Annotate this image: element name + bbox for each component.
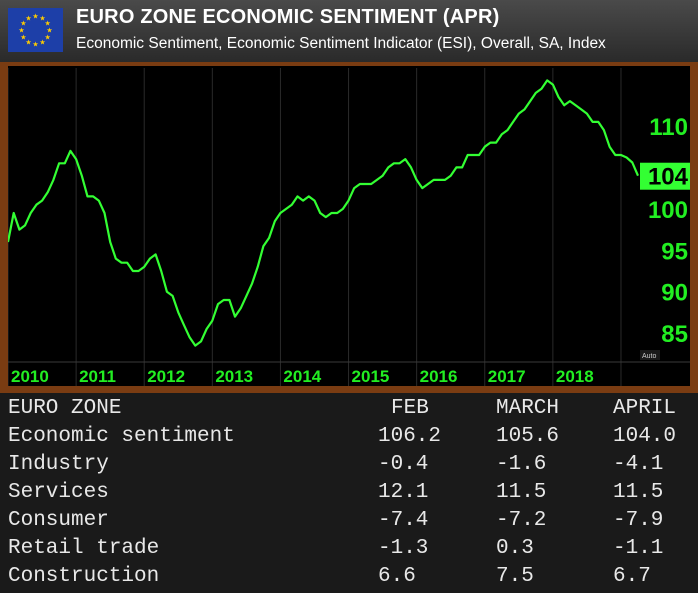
row-value-april: -4.1 (613, 453, 664, 476)
x-tick-label: 2018 (556, 367, 594, 386)
x-tick-label: 2016 (420, 367, 458, 386)
table-row: Industry -0.4 -1.6 -4.1 (0, 451, 698, 479)
last-value-badge (640, 162, 690, 190)
auto-scale-box[interactable] (640, 350, 660, 360)
row-label: Consumer (8, 509, 109, 532)
flag-star-icon: ★ (20, 20, 26, 28)
table-header-march: MARCH (496, 397, 560, 420)
y-tick-label: 100 (648, 197, 688, 224)
y-tick-label: 95 (661, 238, 688, 265)
x-tick-label: 2011 (79, 367, 116, 386)
row-value-march: 0.3 (496, 537, 534, 560)
last-value-label: 104 (648, 164, 689, 191)
y-tick-label: 110 (649, 114, 688, 141)
flag-star-icon: ★ (25, 39, 31, 47)
flag-star-icon: ★ (44, 20, 50, 28)
row-value-feb: -0.4 (378, 453, 429, 476)
x-tick-label: 2013 (215, 367, 253, 386)
x-tick-label: 2015 (352, 367, 390, 386)
flag-star-icon: ★ (39, 14, 45, 22)
chart-panel: 2010 2011 2012 2013 2014 2015 2016 2017 2018 85 90… (6, 66, 690, 386)
row-value-feb: 6.6 (378, 565, 416, 588)
table-row: Retail trade -1.3 0.3 -1.1 (0, 535, 698, 563)
data-table: EURO ZONE FEB MARCH APRIL Economic senti… (0, 393, 698, 593)
flag-star-icon: ★ (32, 41, 38, 49)
row-value-march: -1.6 (496, 453, 547, 476)
table-row: Services 12.1 11.5 11.5 (0, 479, 698, 507)
chart-title: EURO ZONE ECONOMIC SENTIMENT (APR) (76, 6, 500, 28)
table-header-region: EURO ZONE (8, 397, 122, 420)
row-label: Economic sentiment (8, 425, 235, 448)
row-value-feb: -1.3 (378, 537, 429, 560)
flag-star-icon: ★ (46, 27, 52, 35)
table-header-feb: FEB (391, 397, 429, 420)
row-value-april: -1.1 (613, 537, 664, 560)
table-header-row: EURO ZONE FEB MARCH APRIL (0, 395, 698, 423)
row-value-march: 105.6 (496, 425, 560, 448)
series-line (6, 79, 640, 347)
chart-subtitle: Economic Sentiment, Economic Sentiment I… (76, 35, 606, 52)
flag-star-icon: ★ (18, 27, 24, 35)
row-label: Retail trade (8, 537, 160, 560)
row-label: Industry (8, 453, 109, 476)
x-tick-label: 2017 (488, 367, 526, 386)
y-tick-label: 85 (661, 321, 688, 348)
row-value-march: 7.5 (496, 565, 534, 588)
line-chart: 2010 2011 2012 2013 2014 2015 2016 2017 2018 85 90… (6, 68, 690, 386)
row-value-feb: -7.4 (378, 509, 429, 532)
x-tick-label: 2014 (283, 367, 321, 386)
row-value-april: 11.5 (613, 481, 664, 504)
table-header-april: APRIL (613, 397, 677, 420)
row-value-april: -7.9 (613, 509, 664, 532)
row-value-march: 11.5 (496, 481, 547, 504)
row-value-feb: 12.1 (378, 481, 429, 504)
flag-star-icon: ★ (39, 39, 45, 47)
flag-star-icon: ★ (25, 14, 31, 22)
chart-header: ★ ★ ★ ★ ★ ★ ★ ★ ★ ★ ★ ★ EURO ZONE ECONOMIC SENTIMEN… (0, 0, 698, 62)
flag-star-icon: ★ (32, 13, 38, 21)
table-row: Construction 6.6 7.5 6.7 (0, 563, 698, 591)
table-row: Economic sentiment 106.2 105.6 104.0 (0, 423, 698, 451)
row-value-april: 104.0 (613, 425, 677, 448)
row-value-march: -7.2 (496, 509, 547, 532)
row-value-feb: 106.2 (378, 425, 442, 448)
flag-star-icon: ★ (20, 34, 26, 42)
row-value-april: 6.7 (613, 565, 651, 588)
x-tick-label: 2012 (147, 367, 185, 386)
row-label: Construction (8, 565, 160, 588)
x-tick-label: 2010 (11, 367, 49, 386)
auto-scale-label[interactable]: Auto (642, 353, 657, 360)
row-label: Services (8, 481, 109, 504)
table-row: Consumer -7.4 -7.2 -7.9 (0, 507, 698, 535)
y-tick-label: 90 (661, 280, 688, 307)
flag-star-icon: ★ (44, 34, 50, 42)
eu-flag-icon: ★ ★ ★ ★ ★ ★ ★ ★ ★ ★ ★ ★ (8, 8, 63, 52)
